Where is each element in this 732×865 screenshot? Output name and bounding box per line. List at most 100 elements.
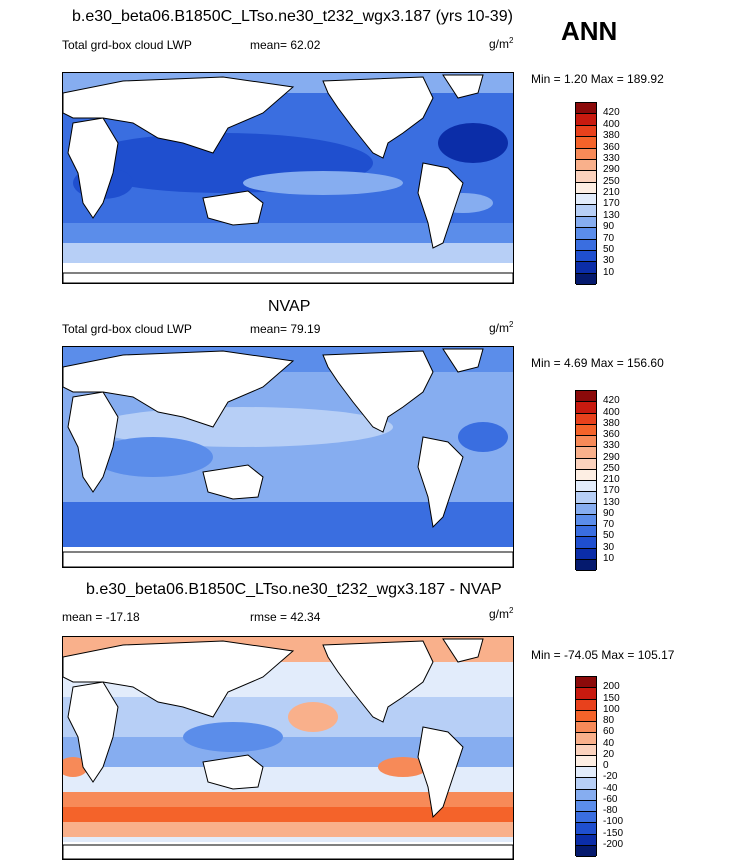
colorbar-swatch xyxy=(576,481,596,493)
colorbar-swatch xyxy=(576,677,596,689)
colorbar-swatch xyxy=(576,503,596,515)
colorbar-swatch xyxy=(576,262,596,274)
colorbar-tick-label: 150 xyxy=(603,692,620,704)
map-obs xyxy=(62,346,514,568)
colorbar-tick-label: -200 xyxy=(603,838,624,850)
colorbar-swatch xyxy=(576,447,596,459)
colorbar-swatch xyxy=(576,114,596,126)
colorbar-swatch xyxy=(576,273,596,285)
colorbar-diff xyxy=(575,676,597,857)
colorbar-tick-label: 40 xyxy=(603,737,615,749)
colorbar-tick-label: -80 xyxy=(603,805,618,816)
colorbar-tick-label: 30 xyxy=(603,541,615,553)
colorbar-tick-label: -60 xyxy=(603,793,618,805)
colorbar-tick-label: 200 xyxy=(603,681,620,693)
panel-obs-title: NVAP xyxy=(268,298,311,315)
colorbar-swatch xyxy=(576,250,596,263)
colorbar-tick-label: 210 xyxy=(603,187,620,198)
colorbar-tick-label: 0 xyxy=(603,760,609,771)
colorbar-tick-label: 400 xyxy=(603,118,620,130)
panel-model-mean: mean= 62.02 xyxy=(250,38,321,52)
colorbar-tick-label: 360 xyxy=(603,429,620,440)
panel-obs-mean: mean= 79.19 xyxy=(250,322,321,336)
panel-obs-minmax: Min = 4.69 Max = 156.60 xyxy=(531,356,664,370)
colorbar-swatch xyxy=(576,559,596,571)
colorbar-swatch xyxy=(576,812,596,824)
colorbar-tick-label: 70 xyxy=(603,519,615,530)
colorbar-tick-label: 130 xyxy=(603,496,620,508)
colorbar-tick-label: 170 xyxy=(603,198,620,210)
colorbar-swatch xyxy=(576,733,596,745)
colorbar-tick-label: 420 xyxy=(603,107,620,119)
colorbar-swatch xyxy=(576,722,596,734)
panel-obs-left-label: Total grd-box cloud LWP xyxy=(62,322,192,336)
colorbar-tick-label: 50 xyxy=(603,530,615,542)
colorbar-tick-label: 30 xyxy=(603,255,615,267)
colorbar-tick-label: 330 xyxy=(603,440,620,452)
colorbar-swatch xyxy=(576,834,596,846)
colorbar-swatch xyxy=(576,699,596,711)
colorbar-swatch xyxy=(576,823,596,835)
colorbar-tick-label: 290 xyxy=(603,164,620,176)
colorbar-swatch xyxy=(576,537,596,549)
colorbar-swatch xyxy=(576,216,596,229)
colorbar-swatch xyxy=(576,148,596,160)
colorbar-tick-label: 290 xyxy=(603,451,620,463)
colorbar-tick-label: 70 xyxy=(603,232,615,244)
colorbar-swatch xyxy=(576,845,596,857)
panel-diff-minmax: Min = -74.05 Max = 105.17 xyxy=(531,648,675,662)
colorbar-obs xyxy=(575,390,597,571)
colorbar-swatch xyxy=(576,205,596,217)
panel-diff-rmse: rmse = 42.34 xyxy=(250,610,321,624)
colorbar-swatch xyxy=(576,688,596,700)
map-model xyxy=(62,72,514,284)
colorbar-swatch xyxy=(576,514,596,526)
panel-diff-mean: mean = -17.18 xyxy=(62,610,140,624)
colorbar-tick-label: -100 xyxy=(603,816,624,828)
colorbar-tick-label: -40 xyxy=(603,782,618,794)
colorbar-swatch xyxy=(576,526,596,538)
colorbar-swatch xyxy=(576,469,596,481)
colorbar-tick-label: 420 xyxy=(603,395,620,407)
colorbar-tick-label: 380 xyxy=(603,417,620,429)
colorbar-swatch xyxy=(576,755,596,767)
colorbar-swatch xyxy=(576,436,596,448)
panel-model-title: b.e30_beta06.B1850C_LTso.ne30_t232_wgx3.… xyxy=(72,8,513,25)
colorbar-swatch xyxy=(576,778,596,790)
panel-model-minmax: Min = 1.20 Max = 189.92 xyxy=(531,72,664,86)
colorbar-swatch xyxy=(576,159,596,172)
panel-obs-units: g/m2 xyxy=(489,320,514,335)
colorbar-swatch xyxy=(576,548,596,560)
colorbar-swatch xyxy=(576,789,596,801)
map-diff xyxy=(62,636,514,860)
colorbar-swatch xyxy=(576,125,596,138)
colorbar-swatch xyxy=(576,710,596,722)
colorbar-tick-label: 210 xyxy=(603,474,620,485)
colorbar-swatch xyxy=(576,458,596,470)
colorbar-tick-label: 250 xyxy=(603,175,620,187)
colorbar-tick-label: 90 xyxy=(603,507,615,519)
colorbar-swatch xyxy=(576,103,596,115)
colorbar-tick-label: 60 xyxy=(603,726,615,738)
colorbar-swatch xyxy=(576,492,596,504)
colorbar-swatch xyxy=(576,228,596,240)
season-label: ANN xyxy=(561,16,618,46)
panel-model-left-label: Total grd-box cloud LWP xyxy=(62,38,192,52)
colorbar-tick-label: 330 xyxy=(603,152,620,164)
colorbar-tick-label: 250 xyxy=(603,462,620,474)
colorbar-tick-label: 80 xyxy=(603,715,615,726)
panel-diff-title: b.e30_beta06.B1850C_LTso.ne30_t232_wgx3.… xyxy=(86,581,502,598)
colorbar-swatch xyxy=(576,424,596,436)
colorbar-tick-label: 10 xyxy=(603,552,615,564)
colorbar-swatch xyxy=(576,767,596,779)
colorbar-tick-label: -150 xyxy=(603,827,624,839)
colorbar-tick-label: 380 xyxy=(603,130,620,142)
panel-model-units: g/m2 xyxy=(489,36,514,51)
colorbar-model xyxy=(575,102,597,285)
colorbar-tick-label: 10 xyxy=(603,266,615,278)
colorbar-swatch xyxy=(576,194,596,206)
panel-diff-units: g/m2 xyxy=(489,606,514,621)
colorbar-swatch xyxy=(576,391,596,403)
colorbar-swatch xyxy=(576,744,596,756)
colorbar-tick-label: 20 xyxy=(603,748,615,760)
